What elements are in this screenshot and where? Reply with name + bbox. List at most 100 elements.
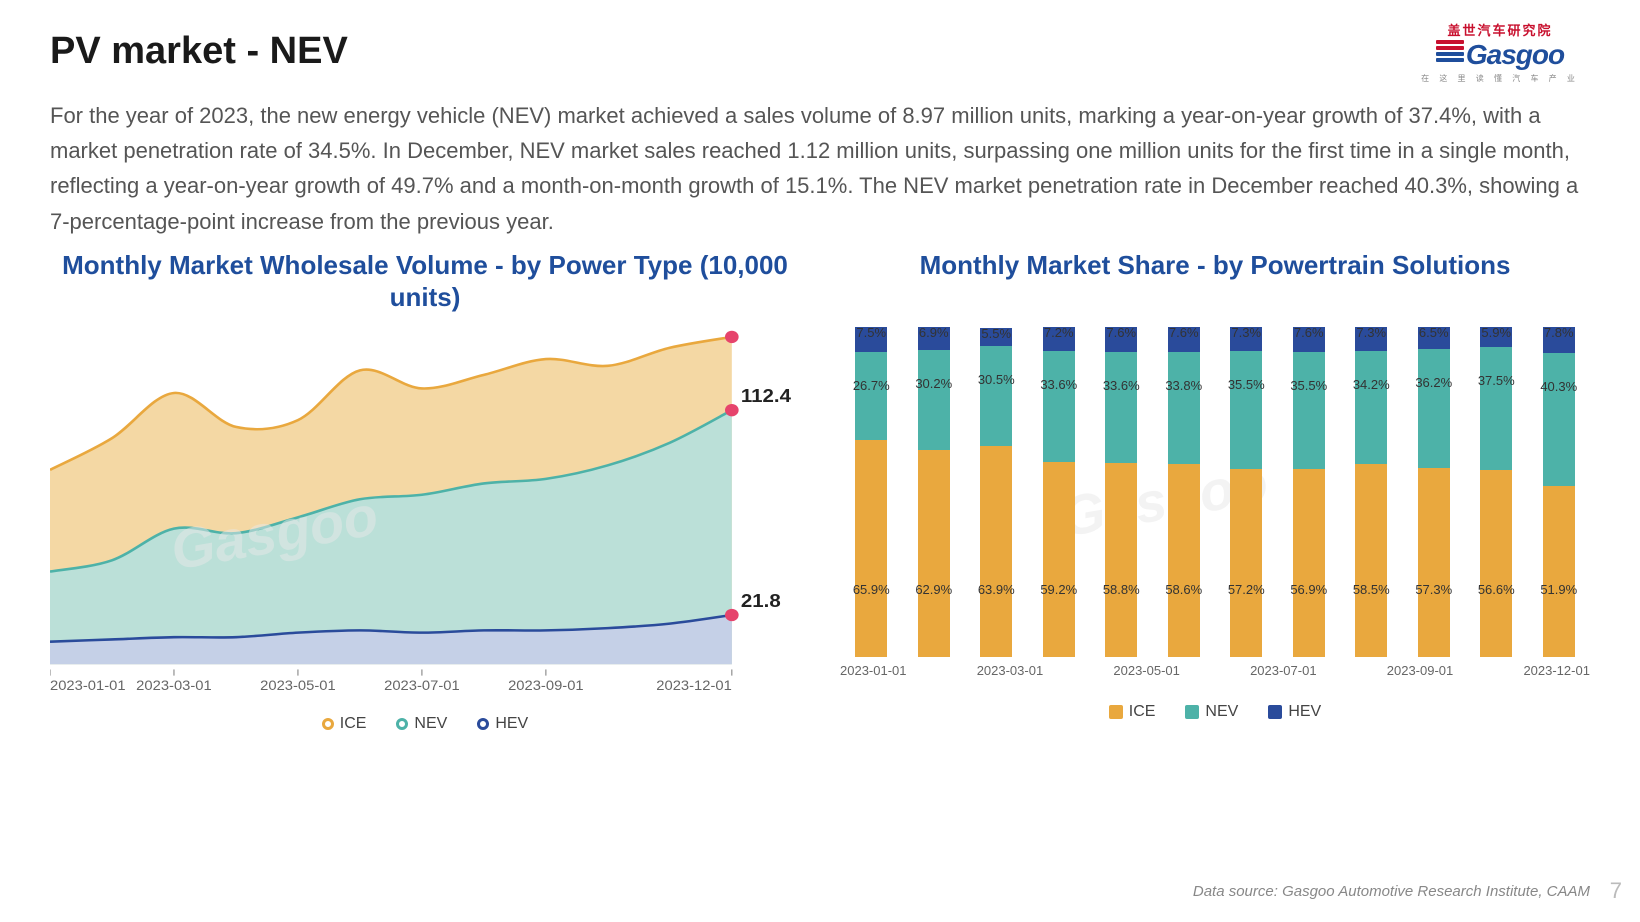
xaxis-label: 2023-12-01 [1523,663,1590,678]
bar-segment-label: 33.6% [1040,377,1077,392]
svg-text:2023-01-01: 2023-01-01 [50,677,126,689]
bar-segment-hev: 6.5% [1418,327,1450,348]
bar-segment-label: 36.2% [1415,375,1452,390]
legend-label: NEV [414,715,447,733]
bar-segment-label: 7.5% [856,325,886,340]
logo-stripes-icon [1436,40,1464,64]
square-marker-icon [1109,705,1123,719]
bar-segment-label: 33.8% [1165,378,1202,393]
bar-segment-nev: 30.5% [980,346,1012,447]
bar-segment-hev: 7.3% [1355,327,1387,351]
legend-label: NEV [1205,703,1238,721]
bar-segment-nev: 35.5% [1230,351,1262,468]
bar-segment-ice: 57.3% [1418,468,1450,657]
bar-segment-hev: 7.8% [1543,327,1575,353]
bar-segment-nev: 36.2% [1418,349,1450,468]
bar-segment-label: 30.5% [978,372,1015,387]
bar-segment-hev: 7.6% [1293,327,1325,352]
bar-segment-label: 35.5% [1290,378,1327,393]
logo: 盖世汽车研究院 Gasgoo 在 这 里 读 懂 汽 车 产 业 [1410,20,1590,84]
bar-segment-label: 35.5% [1228,377,1265,392]
page-number: 7 [1610,878,1622,904]
bar-segment-hev: 7.6% [1105,327,1137,352]
page-title: PV market - NEV [50,30,1590,73]
bar-segment-label: 6.9% [919,325,949,340]
bar-segment-ice: 62.9% [918,450,950,658]
logo-wordmark: Gasgoo [1466,39,1564,71]
bar-segment-hev: 7.3% [1230,327,1262,351]
area-chart-title: Monthly Market Wholesale Volume - by Pow… [50,249,800,314]
bar-segment-label: 7.2% [1044,325,1074,340]
area-chart: Monthly Market Wholesale Volume - by Pow… [50,249,800,733]
bar-column: 7.5%26.7%65.9% [850,287,893,657]
bar-segment-label: 6.5% [1419,325,1449,340]
bar-segment-label: 57.3% [1415,582,1452,597]
xaxis-label: 2023-01-01 [840,663,907,678]
bar-segment-hev: 5.5% [980,328,1012,346]
bar-chart: Monthly Market Share - by Powertrain Sol… [840,249,1590,733]
circle-marker-icon [477,718,489,730]
bar-column: 7.2% 33.6% 59.2% [1038,287,1081,657]
legend-label: HEV [1288,703,1321,721]
bar-segment-nev: 30.2% [918,350,950,450]
bar-column: 7.8% 40.3% 51.9% [1538,287,1581,657]
bar-segment-label: 7.3% [1356,325,1386,340]
bar-column: 7.3% 35.5% 57.2% [1225,287,1268,657]
bar-segment-label: 59.2% [1040,582,1077,597]
bar-segment-ice: 57.2% [1230,469,1262,658]
bar-column: 7.6%33.6%58.8% [1100,287,1143,657]
svg-text:21.8: 21.8 [741,590,781,611]
bar-segment-label: 40.3% [1540,379,1577,394]
bar-segment-nev: 34.2% [1355,351,1387,464]
bar-segment-label: 58.5% [1353,582,1390,597]
bar-segment-nev: 33.6% [1043,351,1075,462]
charts-row: Monthly Market Wholesale Volume - by Pow… [50,249,1590,733]
svg-text:2023-07-01: 2023-07-01 [384,677,460,689]
bar-segment-label: 51.9% [1540,582,1577,597]
legend-label: HEV [495,715,528,733]
svg-text:2023-09-01: 2023-09-01 [508,677,584,689]
logo-tagline: 在 这 里 读 懂 汽 车 产 业 [1410,73,1590,84]
bar-column: 7.6% 33.8% 58.6% [1163,287,1206,657]
square-marker-icon [1268,705,1282,719]
svg-text:2023-12-01: 2023-12-01 [656,677,732,689]
bar-column: 5.9%37.5%56.6% [1475,287,1518,657]
svg-text:144.8: 144.8 [741,320,792,323]
bar-segment-label: 7.6% [1294,325,1324,340]
circle-marker-icon [322,718,334,730]
bar-segment-label: 56.9% [1290,582,1327,597]
bar-segment-hev: 7.5% [855,327,887,352]
bar-segment-label: 58.6% [1165,582,1202,597]
bar-segment-hev: 7.6% [1168,327,1200,352]
bar-segment-label: 7.8% [1544,325,1574,340]
bar-segment-label: 56.6% [1478,582,1515,597]
xaxis-label: 2023-07-01 [1250,663,1317,678]
bar-segment-nev: 33.6% [1105,352,1137,463]
slide: 盖世汽车研究院 Gasgoo 在 这 里 读 懂 汽 车 产 业 PV mark… [0,0,1640,922]
bar-segment-label: 7.3% [1231,325,1261,340]
svg-text:2023-05-01: 2023-05-01 [260,677,336,689]
logo-main: Gasgoo [1410,39,1590,71]
bar-segment-ice: 58.8% [1105,463,1137,657]
logo-top-text: 盖世汽车研究院 [1410,20,1590,39]
bar-segment-ice: 59.2% [1043,462,1075,657]
bar-column: 6.5% 36.2% 57.3% [1413,287,1456,657]
legend-item-hev: HEV [1268,703,1321,721]
bar-column: 6.9% 30.2% 62.9% [913,287,956,657]
square-marker-icon [1185,705,1199,719]
bar-segment-hev: 6.9% [918,327,950,350]
bar-segment-ice: 65.9% [855,440,887,657]
bar-segment-nev: 37.5% [1480,347,1512,471]
bar-column: 7.3% 34.2% 58.5% [1350,287,1393,657]
bar-segment-ice: 56.6% [1480,470,1512,657]
bar-chart-xaxis: 2023-01-012023-03-012023-05-012023-07-01… [840,657,1590,678]
bar-segment-hev: 7.2% [1043,327,1075,351]
bar-segment-label: 62.9% [915,582,952,597]
legend-item-ice: ICE [1109,703,1156,721]
legend-item-nev: NEV [396,715,447,733]
bar-segment-label: 37.5% [1478,373,1515,388]
bar-segment-ice: 58.6% [1168,464,1200,657]
legend-label: ICE [1129,703,1156,721]
bar-chart-title: Monthly Market Share - by Powertrain Sol… [840,249,1590,282]
data-source-footer: Data source: Gasgoo Automotive Research … [1193,883,1590,900]
